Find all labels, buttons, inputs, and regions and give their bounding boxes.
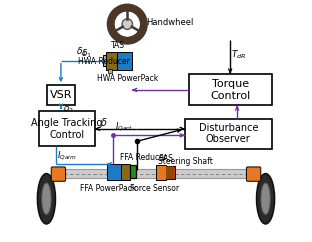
Bar [103, 55, 110, 66]
Ellipse shape [42, 183, 51, 214]
Text: Force Sensor: Force Sensor [130, 184, 179, 193]
Text: Handwheel: Handwheel [146, 18, 194, 27]
Bar [170, 166, 171, 179]
Text: FFA Reducer: FFA Reducer [120, 153, 167, 162]
Bar [110, 54, 116, 67]
FancyBboxPatch shape [189, 74, 272, 106]
Text: Torque
Control: Torque Control [211, 79, 251, 101]
Text: HWA Reducer: HWA Reducer [78, 57, 130, 66]
Text: $I_{Qact}$: $I_{Qact}$ [115, 121, 134, 133]
Bar [107, 164, 121, 180]
Text: TAS: TAS [110, 41, 124, 50]
Bar [173, 166, 174, 179]
Ellipse shape [256, 174, 275, 224]
Circle shape [122, 19, 133, 29]
Bar [168, 166, 169, 179]
Text: VSR: VSR [50, 90, 72, 100]
Bar [108, 69, 112, 73]
Text: $\delta_1$: $\delta_1$ [81, 47, 92, 60]
FancyBboxPatch shape [246, 167, 261, 181]
Bar [166, 166, 175, 179]
FancyBboxPatch shape [51, 167, 66, 181]
Bar [166, 166, 167, 179]
Text: Disturbance
Observer: Disturbance Observer [199, 123, 258, 144]
FancyBboxPatch shape [47, 85, 75, 106]
Text: $\delta_2$: $\delta_2$ [63, 102, 74, 115]
Ellipse shape [37, 174, 56, 224]
Text: $\delta_1$: $\delta_1$ [76, 46, 87, 58]
Bar [121, 164, 130, 180]
Bar [172, 166, 173, 179]
Bar [116, 52, 132, 69]
Ellipse shape [261, 183, 270, 214]
Text: FFA PowerPack: FFA PowerPack [80, 184, 136, 193]
Bar [130, 165, 136, 178]
Bar [106, 52, 116, 69]
FancyBboxPatch shape [39, 111, 95, 146]
Text: SAS: SAS [158, 154, 173, 163]
Text: HWA PowerPack: HWA PowerPack [97, 74, 158, 83]
FancyBboxPatch shape [185, 119, 272, 149]
Text: $I_{Qaim}$: $I_{Qaim}$ [57, 149, 76, 162]
Text: Steering Shaft: Steering Shaft [158, 158, 213, 166]
Bar [156, 165, 166, 180]
Text: $T_{dR}$: $T_{dR}$ [232, 49, 247, 61]
Bar [58, 169, 254, 178]
Text: $\delta$: $\delta$ [100, 116, 107, 128]
Text: Angle Tracking
Control: Angle Tracking Control [31, 118, 103, 140]
